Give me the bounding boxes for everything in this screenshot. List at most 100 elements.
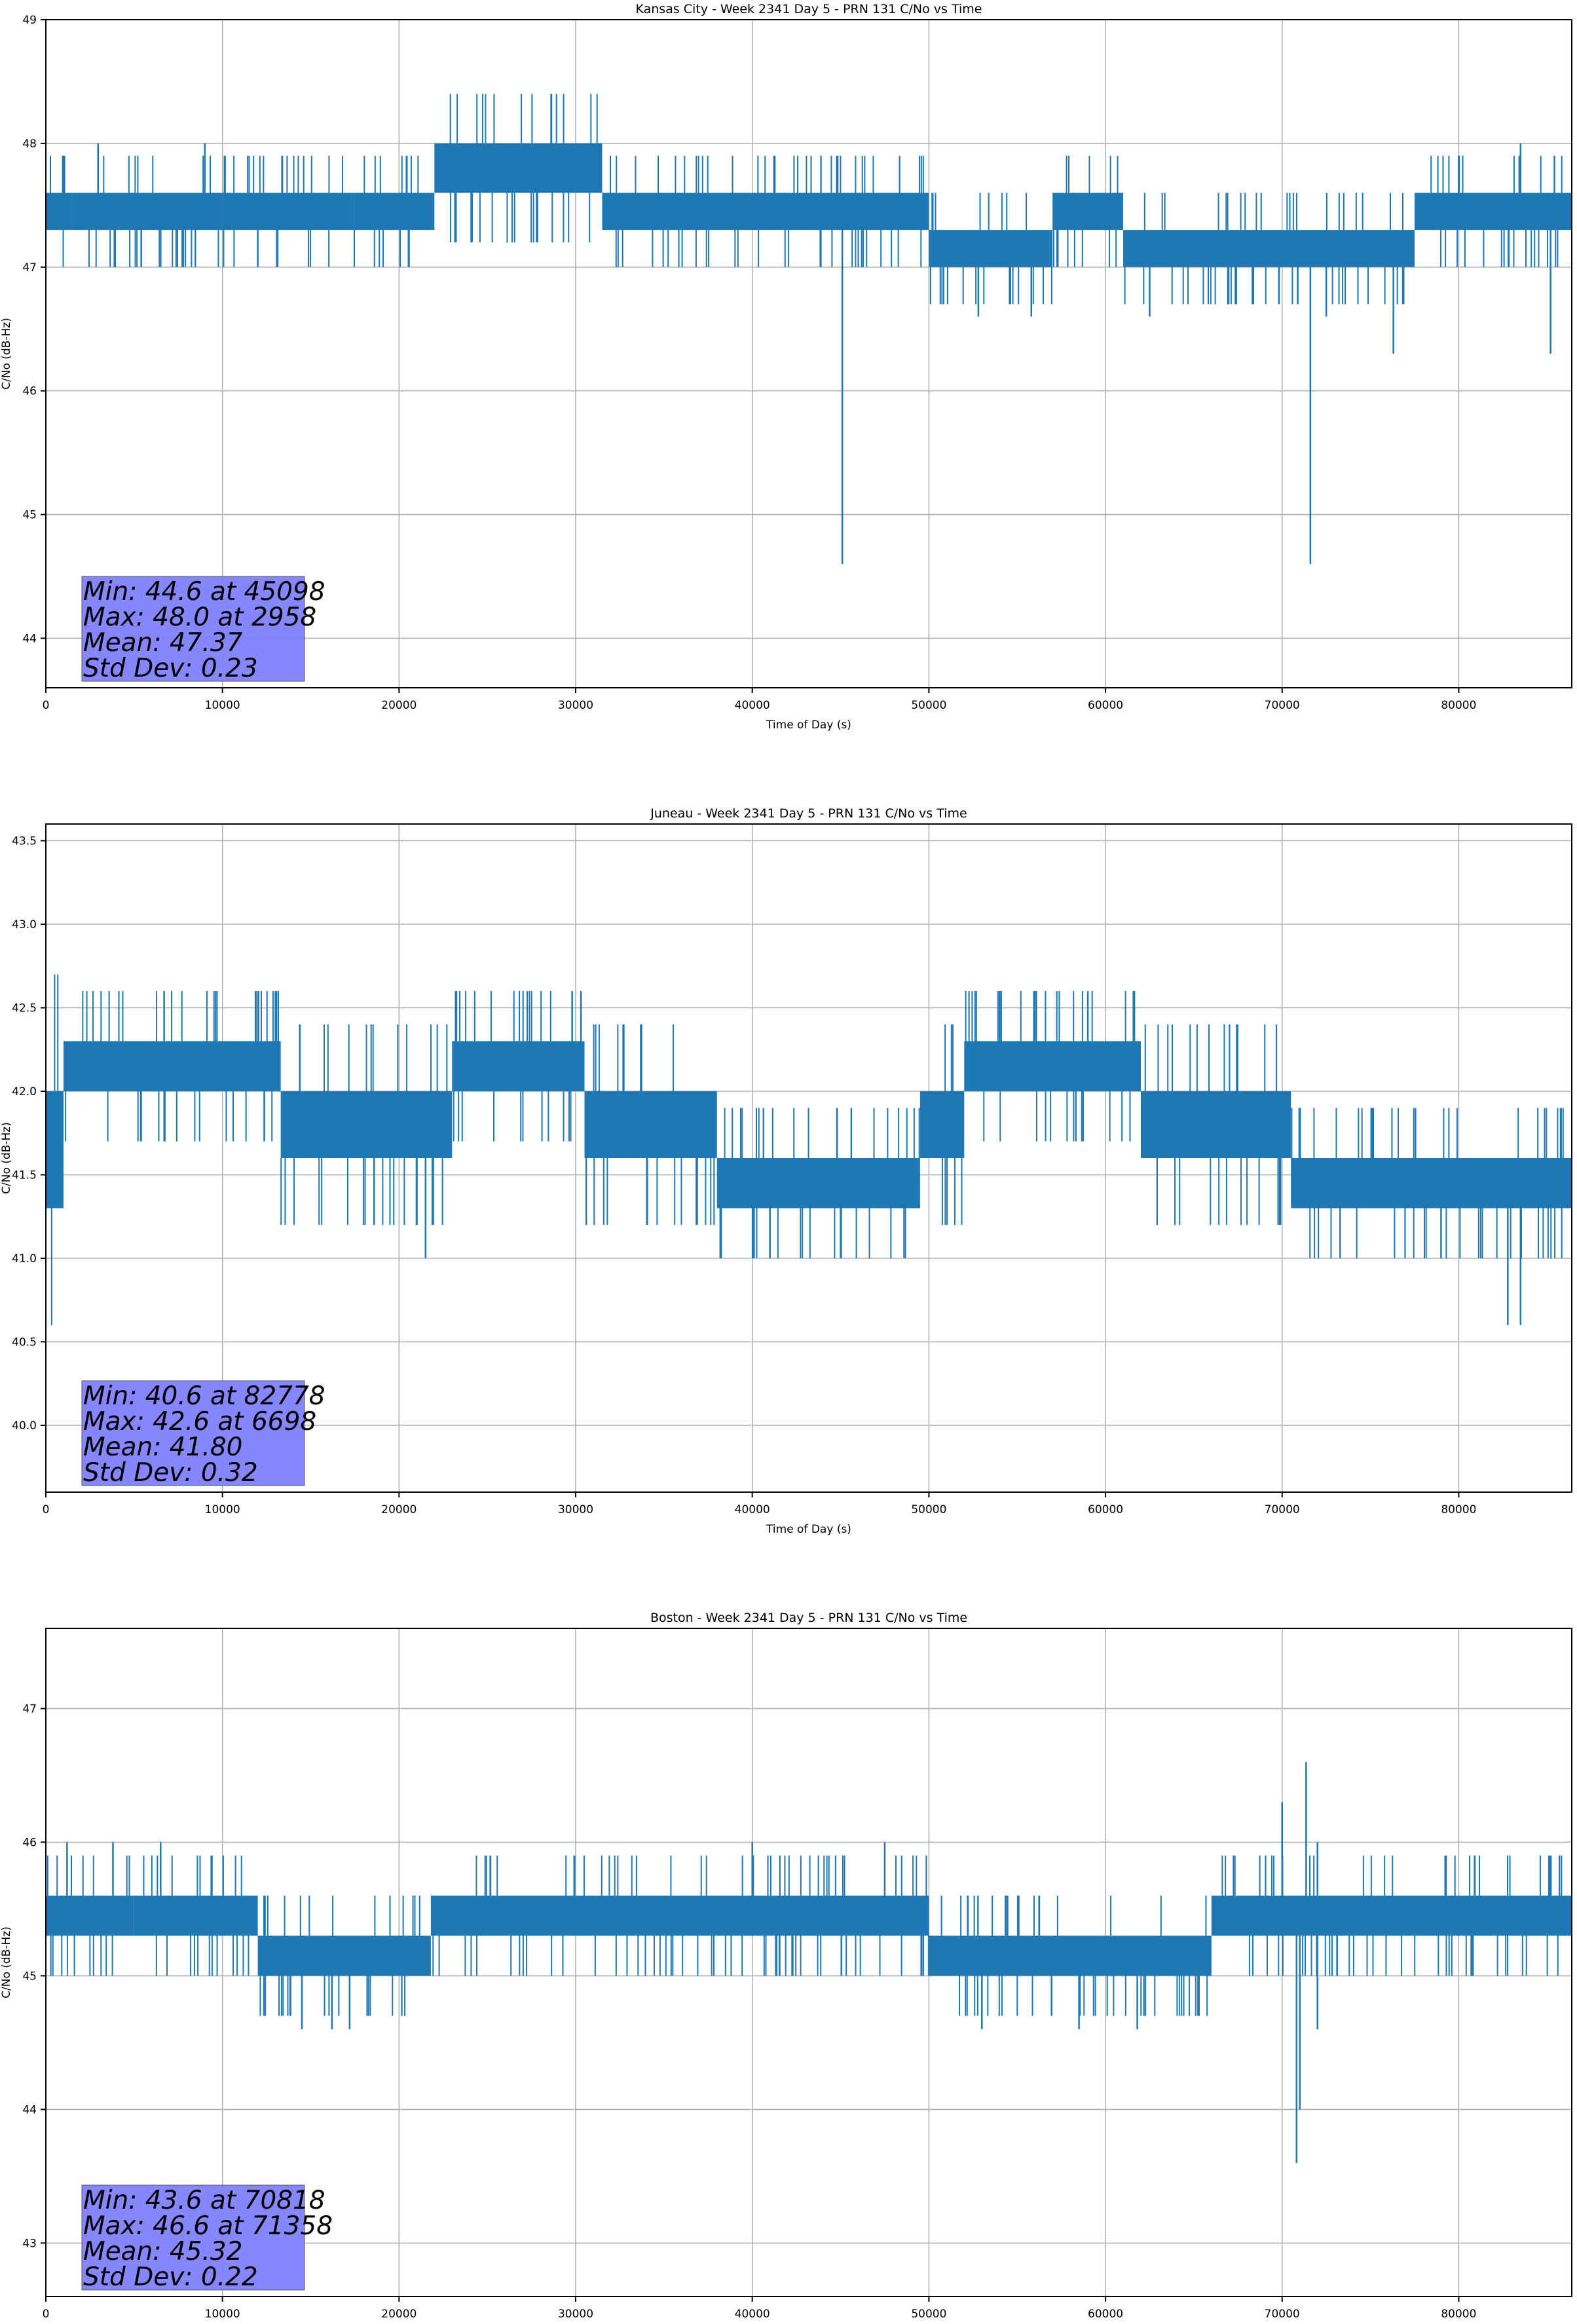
x-tick-label: 0 — [43, 699, 50, 712]
data-band — [63, 1041, 281, 1091]
stats-std: Std Dev: 0.32 — [83, 1458, 258, 1488]
stats-std: Std Dev: 0.23 — [83, 654, 258, 683]
x-tick-label: 60000 — [1088, 1503, 1123, 1516]
data-band — [134, 1896, 258, 1936]
x-tick-label: 80000 — [1441, 2308, 1476, 2321]
x-tick-label: 70000 — [1265, 1503, 1300, 1516]
series-line-cno — [46, 94, 1572, 565]
y-tick-label: 47 — [22, 261, 37, 274]
data-band — [452, 1041, 585, 1091]
chart-panel-1: 0 10000 20000 30000 40000 50000 60000 70000 8000… — [0, 806, 1572, 1536]
data-band — [257, 1936, 431, 1976]
stats-max: Max: 42.6 at 6698 — [83, 1407, 316, 1436]
chart-title: Kansas City - Week 2341 Day 5 - PRN 131 … — [636, 2, 982, 16]
stats-std: Std Dev: 0.22 — [83, 2262, 258, 2292]
stats-mean: Mean: 41.80 — [83, 1433, 242, 1462]
x-tick-label: 80000 — [1441, 699, 1476, 712]
y-axis-label: C/No (dB-Hz) — [0, 1122, 13, 1194]
data-band — [964, 1041, 1141, 1091]
y-tick-label: 44 — [22, 632, 37, 645]
data-band — [280, 1091, 453, 1158]
data-band — [602, 193, 929, 231]
y-tick-label: 47 — [22, 1702, 37, 1715]
x-tick-label: 50000 — [911, 1503, 946, 1516]
x-tick-label: 60000 — [1088, 2308, 1123, 2321]
x-axis-label: Time of Day (s) — [766, 1523, 851, 1536]
x-tick-label: 30000 — [558, 699, 593, 712]
y-tick-label: 46 — [22, 385, 37, 398]
x-tick-label: 30000 — [558, 2308, 593, 2321]
data-band — [1291, 1158, 1572, 1209]
data-band — [46, 1091, 64, 1209]
stats-max: Max: 48.0 at 2958 — [83, 603, 316, 632]
x-tick-label: 50000 — [911, 2308, 946, 2321]
x-tick-label: 50000 — [911, 699, 946, 712]
x-tick-label: 10000 — [205, 699, 240, 712]
chart-panel-0: 0 10000 20000 30000 40000 50000 60000 70000 8000… — [0, 2, 1572, 732]
y-tick-label: 43.5 — [12, 835, 37, 848]
data-band — [354, 193, 435, 231]
x-tick-label: 40000 — [735, 1503, 770, 1516]
y-tick-label: 42.0 — [12, 1085, 37, 1098]
data-band — [430, 1896, 929, 1936]
x-axis-label: Time of Day (s) — [766, 719, 851, 732]
stats-box — [81, 1380, 305, 1486]
data-band — [222, 193, 355, 231]
x-tick-label: 20000 — [381, 699, 417, 712]
chart-panel-2: 0 10000 20000 30000 40000 50000 60000 70000 8000… — [0, 1611, 1572, 2321]
data-band — [1123, 230, 1415, 267]
y-tick-label: 44 — [22, 2103, 37, 2116]
data-band — [1140, 1091, 1291, 1158]
x-tick-label: 60000 — [1088, 699, 1123, 712]
data-band — [716, 1158, 920, 1209]
x-tick-label: 40000 — [735, 699, 770, 712]
data-band — [1052, 193, 1124, 231]
y-tick-label: 45 — [22, 1970, 37, 1983]
y-tick-label: 46 — [22, 1836, 37, 1849]
x-tick-label: 70000 — [1265, 2308, 1300, 2321]
data-band — [929, 230, 1053, 267]
y-tick-label: 42.5 — [12, 1002, 37, 1015]
data-band — [584, 1091, 717, 1158]
data-band — [434, 143, 603, 193]
y-tick-label: 45 — [22, 509, 37, 522]
y-axis-label: C/No (dB-Hz) — [0, 1926, 13, 1998]
series-line-cno — [46, 974, 1572, 1325]
stats-max: Max: 46.6 at 71358 — [83, 2211, 333, 2241]
stats-mean: Mean: 45.32 — [83, 2237, 242, 2266]
data-band — [1211, 1896, 1572, 1936]
stats-mean: Mean: 47.37 — [83, 628, 243, 658]
x-tick-label: 10000 — [205, 1503, 240, 1516]
axes-frame — [45, 823, 1572, 1493]
y-tick-label: 41.5 — [12, 1169, 37, 1182]
data-band — [46, 193, 73, 231]
x-tick-label: 20000 — [381, 1503, 417, 1516]
x-tick-label: 0 — [43, 1503, 50, 1516]
x-tick-label: 0 — [43, 2308, 50, 2321]
y-tick-label: 43 — [22, 2237, 37, 2250]
y-tick-label: 48 — [22, 138, 37, 151]
data-band — [919, 1091, 965, 1158]
x-tick-label: 80000 — [1441, 1503, 1476, 1516]
stats-box — [81, 2184, 305, 2291]
y-tick-label: 49 — [22, 14, 37, 27]
data-band — [1414, 193, 1572, 231]
y-tick-label: 43.0 — [12, 918, 37, 931]
x-tick-label: 20000 — [381, 2308, 417, 2321]
data-band — [929, 1936, 1212, 1976]
stats-min: Min: 44.6 at 45098 — [83, 577, 325, 607]
axes-frame — [45, 19, 1572, 688]
x-tick-label: 40000 — [735, 2308, 770, 2321]
x-tick-label: 70000 — [1265, 699, 1300, 712]
y-tick-label: 40.0 — [12, 1419, 37, 1433]
y-axis-label: C/No (dB-Hz) — [0, 318, 13, 390]
data-band — [46, 1896, 134, 1936]
x-tick-label: 30000 — [558, 1503, 593, 1516]
chart-title: Juneau - Week 2341 Day 5 - PRN 131 C/No … — [650, 806, 967, 821]
stats-min: Min: 40.6 at 82778 — [83, 1381, 325, 1411]
data-band — [72, 193, 223, 231]
x-tick-label: 10000 — [205, 2308, 240, 2321]
chart-title: Boston - Week 2341 Day 5 - PRN 131 C/No … — [650, 1611, 967, 1625]
axes-frame — [45, 1628, 1572, 2297]
